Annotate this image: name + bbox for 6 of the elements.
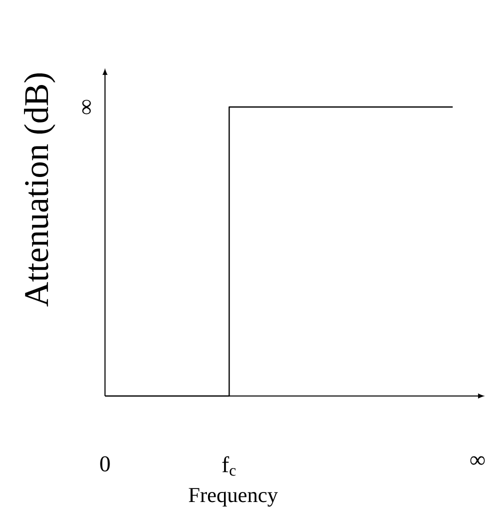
x-tick-label: ∞ xyxy=(470,456,485,465)
y-axis-title: Attenuation (dB) xyxy=(24,73,56,307)
x-tick-label: f$_{c}$ xyxy=(222,456,236,476)
x-tick-label: 0 xyxy=(100,456,110,472)
text: ∞ xyxy=(82,100,91,114)
x-axis-title: Frequency xyxy=(188,488,278,507)
